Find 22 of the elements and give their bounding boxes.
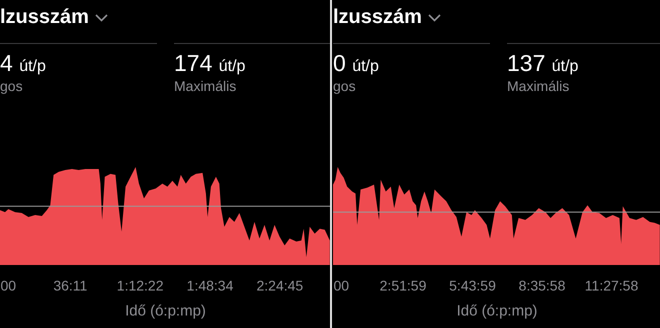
text: gos (333, 78, 356, 94)
text: 4 út/p (0, 50, 46, 77)
x-tick-label: 11:27:58 (584, 278, 638, 294)
chart-title: lzusszám (333, 6, 422, 29)
x-tick-label: 00 (334, 278, 350, 294)
text: gos (0, 78, 23, 94)
x-tick-label: 8:35:58 (518, 278, 566, 294)
x-tick-label: 1:12:22 (116, 278, 164, 294)
x-tick-label: 00 (0, 278, 16, 294)
x-axis-title: Idő (ó:p:mp) (456, 302, 538, 320)
text: Maximális (174, 78, 236, 94)
x-tick-label: 5:43:59 (449, 278, 496, 294)
text: 137 út/p (507, 50, 578, 77)
chart-title: lzusszám (0, 6, 89, 29)
x-axis-title: Idő (ó:p:mp) (125, 302, 206, 320)
x-tick-label: 2:24:45 (256, 278, 304, 294)
text: 0 út/p (333, 50, 379, 77)
text: Maximális (507, 78, 570, 94)
text: 174 út/p (174, 50, 246, 77)
x-tick-label: 36:11 (53, 278, 88, 294)
x-tick-label: 2:51:59 (380, 278, 427, 294)
x-tick-label: 1:48:34 (186, 278, 234, 294)
